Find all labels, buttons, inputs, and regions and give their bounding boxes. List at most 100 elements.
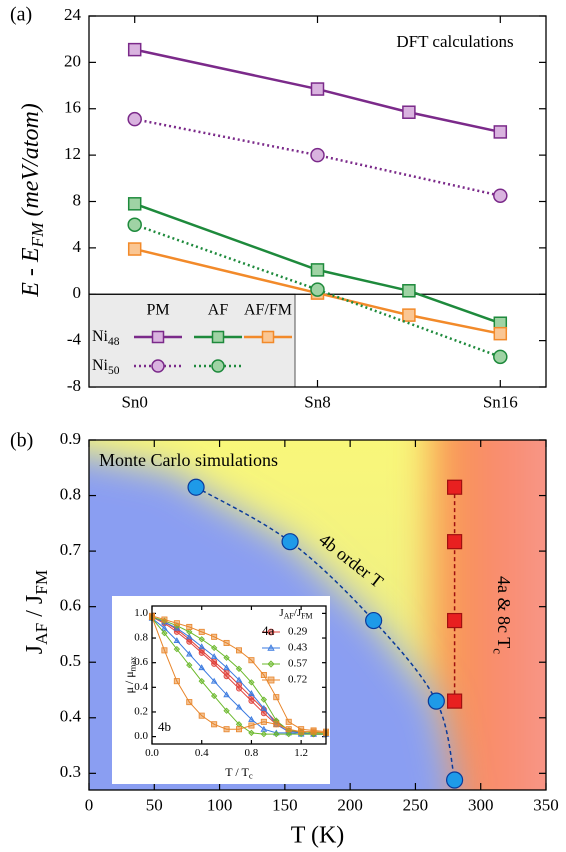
marker xyxy=(210,644,218,652)
marker xyxy=(427,692,445,710)
marker xyxy=(260,704,268,711)
annotation: DFT calculations xyxy=(396,32,513,51)
inset-label: 4a xyxy=(262,623,275,638)
marker xyxy=(493,188,508,203)
marker xyxy=(211,330,225,344)
marker xyxy=(310,82,325,96)
marker xyxy=(198,677,205,685)
marker xyxy=(493,349,508,365)
marker xyxy=(223,691,230,698)
marker xyxy=(447,534,463,550)
y-tick-label: 0.8 xyxy=(134,632,148,644)
marker xyxy=(235,676,243,683)
marker xyxy=(273,694,280,701)
marker xyxy=(285,718,292,725)
y-tick-label: -4 xyxy=(67,330,82,349)
y-tick-label: 0.2 xyxy=(134,705,148,717)
marker xyxy=(198,712,205,719)
marker xyxy=(447,479,463,495)
marker xyxy=(151,330,165,344)
x-tick-label: Sn8 xyxy=(304,392,330,411)
marker xyxy=(127,197,142,211)
marker xyxy=(267,676,275,684)
marker xyxy=(127,242,142,256)
marker xyxy=(186,661,193,669)
plot-frame xyxy=(88,15,547,388)
y-tick-label: 0.6 xyxy=(60,596,81,615)
legend-label: 0.72 xyxy=(288,674,307,686)
marker xyxy=(151,359,165,373)
marker xyxy=(310,728,317,735)
marker xyxy=(223,639,230,646)
marker xyxy=(310,282,325,297)
marker xyxy=(161,629,168,637)
legend-column: AF xyxy=(208,302,229,319)
marker xyxy=(223,673,230,680)
marker xyxy=(161,647,168,654)
marker xyxy=(493,326,508,341)
marker xyxy=(402,105,416,119)
marker xyxy=(161,616,168,623)
legend-row-part: 50 xyxy=(108,364,120,376)
plot-frame xyxy=(151,605,327,745)
y-tick-label: 0.3 xyxy=(60,762,81,781)
marker xyxy=(267,644,275,651)
y-axis-label-part: J xyxy=(22,645,48,654)
marker xyxy=(173,637,181,643)
y-tick-label: -8 xyxy=(67,376,81,395)
annotation: Monte Carlo simulations xyxy=(99,450,278,470)
y-axis-label: E - EFM (meV/atom) xyxy=(18,103,48,298)
series-line xyxy=(134,48,501,134)
x-tick-label: 100 xyxy=(207,795,233,814)
marker xyxy=(186,638,193,645)
x-axis-label: T / Tc xyxy=(225,765,253,781)
marker xyxy=(260,730,268,738)
inset-bg xyxy=(112,596,330,784)
y-axis-label-part: (meV/atom) xyxy=(18,103,44,222)
plot-frame xyxy=(88,439,547,791)
marker xyxy=(186,633,193,640)
x-tick-label: 350 xyxy=(533,795,559,814)
y-tick-label: 16 xyxy=(64,98,81,117)
y-axis-label: JAF / JFM xyxy=(22,570,52,654)
x-tick-label: 150 xyxy=(272,795,298,814)
marker xyxy=(187,478,205,496)
marker xyxy=(173,620,180,627)
marker xyxy=(210,677,218,684)
y-tick-label: 0.4 xyxy=(60,707,82,726)
marker xyxy=(186,628,193,636)
series-line xyxy=(134,247,501,335)
marker xyxy=(447,693,463,709)
marker xyxy=(260,696,268,703)
y-axis-label-part: max xyxy=(128,656,138,672)
y-axis-label-part: FM xyxy=(32,570,51,595)
curve-label-part: c xyxy=(491,648,506,654)
y-axis-label-part: AF xyxy=(32,623,51,645)
legend-row: Ni48 xyxy=(92,328,120,348)
legend-title-part: AF xyxy=(284,611,295,620)
marker xyxy=(173,678,180,685)
marker xyxy=(127,111,142,127)
marker xyxy=(235,703,243,710)
y-tick-label: 0.7 xyxy=(60,540,82,559)
marker xyxy=(267,628,275,636)
marker xyxy=(273,721,280,728)
x-axis-label: T (K) xyxy=(291,823,345,849)
marker xyxy=(186,699,193,706)
marker xyxy=(223,707,230,714)
marker xyxy=(223,664,230,671)
marker xyxy=(402,284,416,298)
legend-label: 0.57 xyxy=(288,658,308,670)
y-axis-label-part: μ / μ xyxy=(122,671,136,693)
legend-row: Ni50 xyxy=(92,357,120,377)
marker xyxy=(248,657,255,664)
x-tick-label: 300 xyxy=(468,795,494,814)
marker xyxy=(211,359,225,373)
marker xyxy=(198,649,205,656)
marker xyxy=(248,722,255,729)
y-tick-label: 4 xyxy=(73,237,82,256)
marker xyxy=(310,263,325,277)
y-tick-label: 12 xyxy=(64,144,81,163)
marker xyxy=(285,730,292,738)
